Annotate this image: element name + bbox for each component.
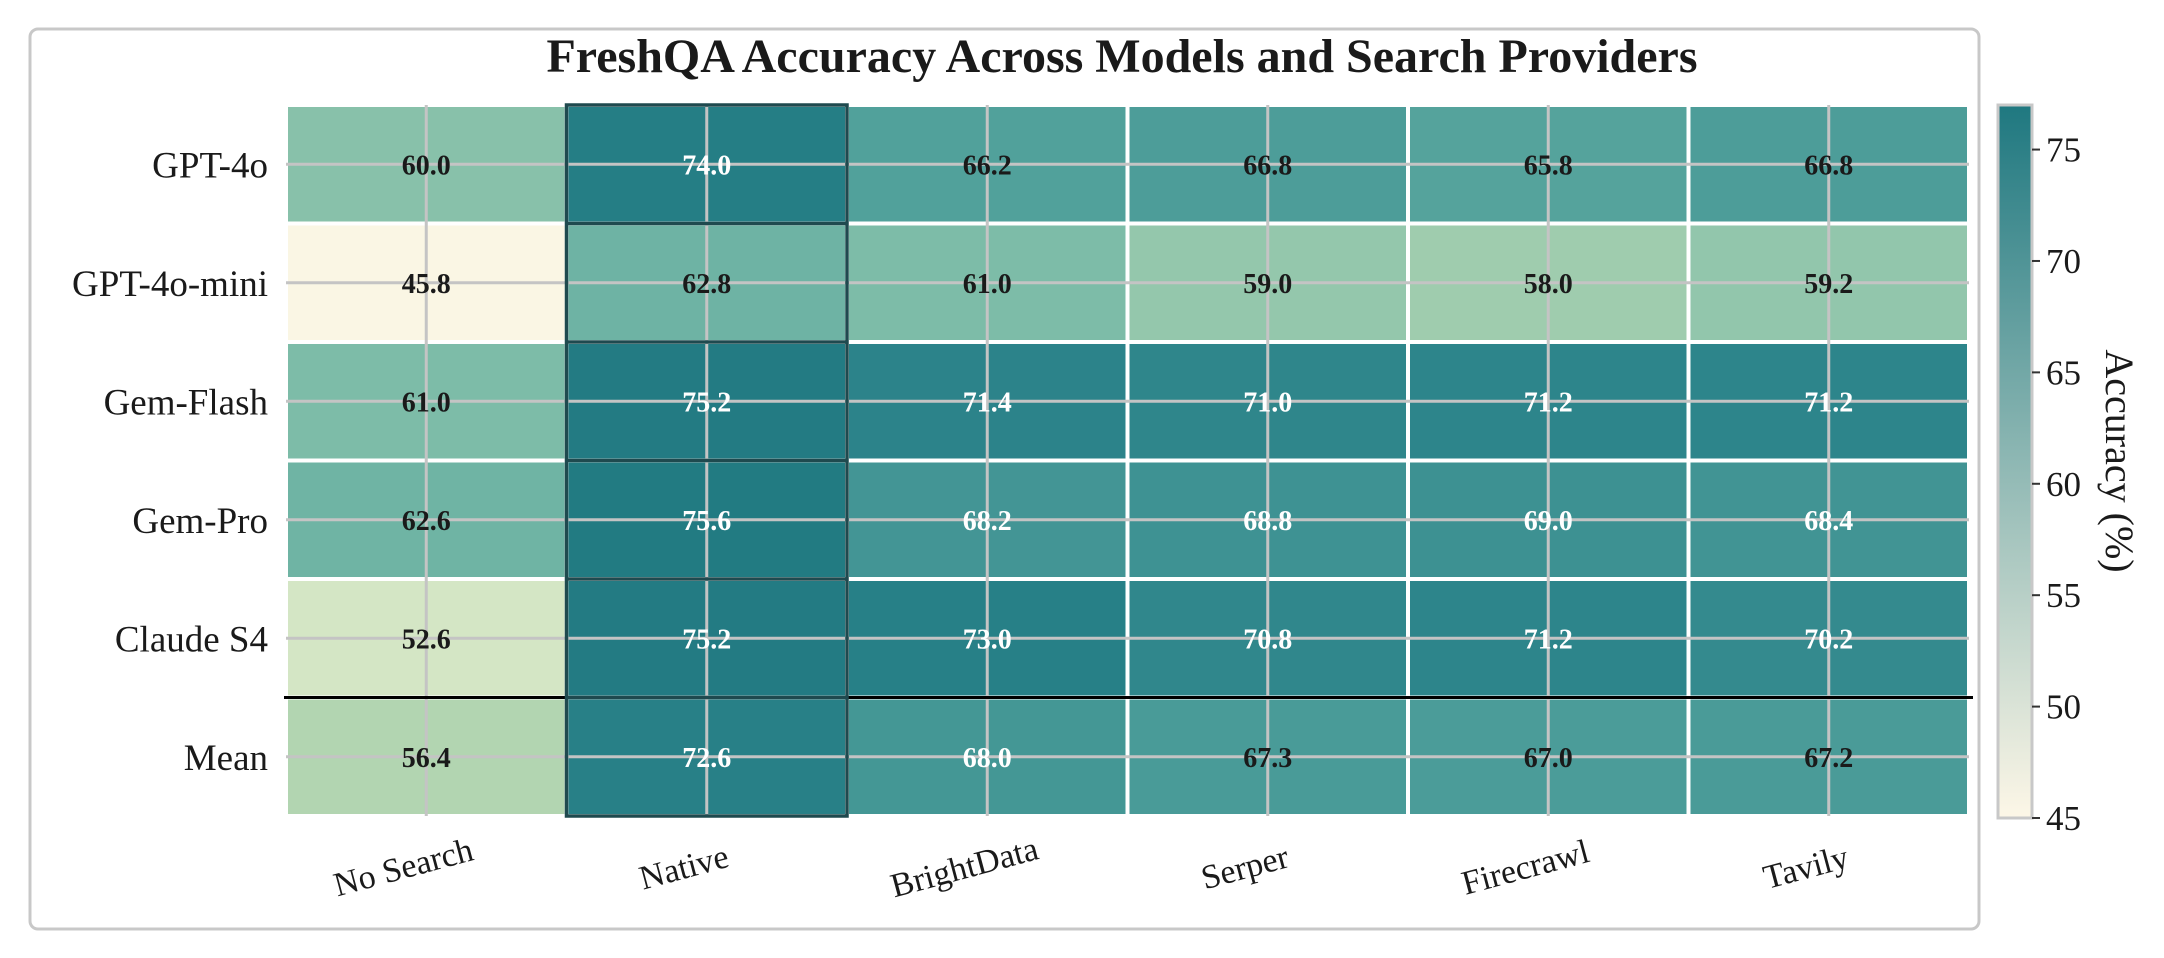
cell-value-label: 61.0	[402, 387, 451, 418]
cell-value-label: 68.0	[963, 743, 1012, 774]
cell-value-label: 56.4	[402, 743, 451, 774]
cell-value-label: 66.8	[1243, 150, 1292, 181]
cell-value-label: 68.8	[1243, 506, 1292, 537]
cell-value-label: 68.4	[1804, 506, 1853, 537]
cell-value-label: 62.8	[682, 269, 731, 300]
cell-value-label: 67.3	[1243, 743, 1292, 774]
cell-value-label: 68.2	[963, 506, 1012, 537]
cell-value-label: 71.0	[1243, 387, 1292, 418]
cell-value-label: 59.2	[1804, 269, 1853, 300]
colorbar-tick-label: 75	[2046, 131, 2081, 170]
highlighted-column	[564, 103, 849, 818]
cell-value-label: 69.0	[1524, 506, 1573, 537]
colorbar-gradient	[1996, 103, 2034, 820]
row-label-gem-flash: Gem-Flash	[104, 382, 269, 423]
cell-value-label: 67.2	[1804, 743, 1853, 774]
cell-value-label: 65.8	[1524, 150, 1573, 181]
cell-value-label: 71.2	[1524, 387, 1573, 418]
cell-value-label: 71.4	[963, 387, 1012, 418]
cell-value-label: 70.2	[1804, 624, 1853, 655]
colorbar-label: Accuracy (%)	[2097, 349, 2142, 572]
cell-value-label: 45.8	[402, 269, 451, 300]
cell-value-label: 74.0	[682, 150, 731, 181]
row-label-gem-pro: Gem-Pro	[132, 501, 268, 542]
cell-value-label: 60.0	[402, 150, 451, 181]
row-label-mean: Mean	[184, 738, 268, 779]
row-label-claude-s4: Claude S4	[115, 619, 268, 660]
colorbar-tick-label: 45	[2046, 799, 2081, 838]
cell-value-label: 71.2	[1524, 624, 1573, 655]
cell-value-label: 75.6	[682, 506, 731, 537]
cell-value-label: 72.6	[682, 743, 731, 774]
cell-value-label: 75.2	[682, 624, 731, 655]
colorbar-ticks: 45 50 55 60 65 70 75	[2032, 131, 2081, 838]
cell-value-label: 62.6	[402, 506, 451, 537]
cell-value-label: 61.0	[963, 269, 1012, 300]
colorbar-tick-label: 60	[2046, 465, 2081, 504]
colorbar-tick-label: 50	[2046, 688, 2081, 727]
cell-value-label: 73.0	[963, 624, 1012, 655]
cell-value-label: 70.8	[1243, 624, 1292, 655]
chart-title: FreshQA Accuracy Across Models and Searc…	[546, 30, 1697, 83]
colorbar-tick-label: 55	[2046, 576, 2081, 615]
row-labels: GPT-4o GPT-4o-mini Gem-Flash Gem-Pro Claude …	[72, 145, 268, 779]
cell-value-label: 66.2	[963, 150, 1012, 181]
cell-value-label: 75.2	[682, 387, 731, 418]
cell-value-label: 58.0	[1524, 269, 1573, 300]
cell-value-label: 52.6	[402, 624, 451, 655]
heatmap-cells	[284, 103, 1971, 818]
row-label-gpt-4o-mini: GPT-4o-mini	[72, 264, 268, 305]
cell-value-label: 67.0	[1524, 743, 1573, 774]
cell-value-label: 66.8	[1804, 150, 1853, 181]
colorbar: 45 50 55 60 65 70 75 Accuracy (%)	[1996, 103, 2142, 838]
colorbar-tick-label: 65	[2046, 353, 2081, 392]
cell-value-label: 71.2	[1804, 387, 1853, 418]
cell-value-label: 59.0	[1243, 269, 1292, 300]
cell-labels: 60.0 74.0 66.2 66.8 65.8 66.8 45.8 62.8 61.0 59.0…	[402, 150, 1854, 774]
colorbar-tick-label: 70	[2046, 242, 2081, 281]
row-label-gpt-4o: GPT-4o	[152, 145, 268, 186]
